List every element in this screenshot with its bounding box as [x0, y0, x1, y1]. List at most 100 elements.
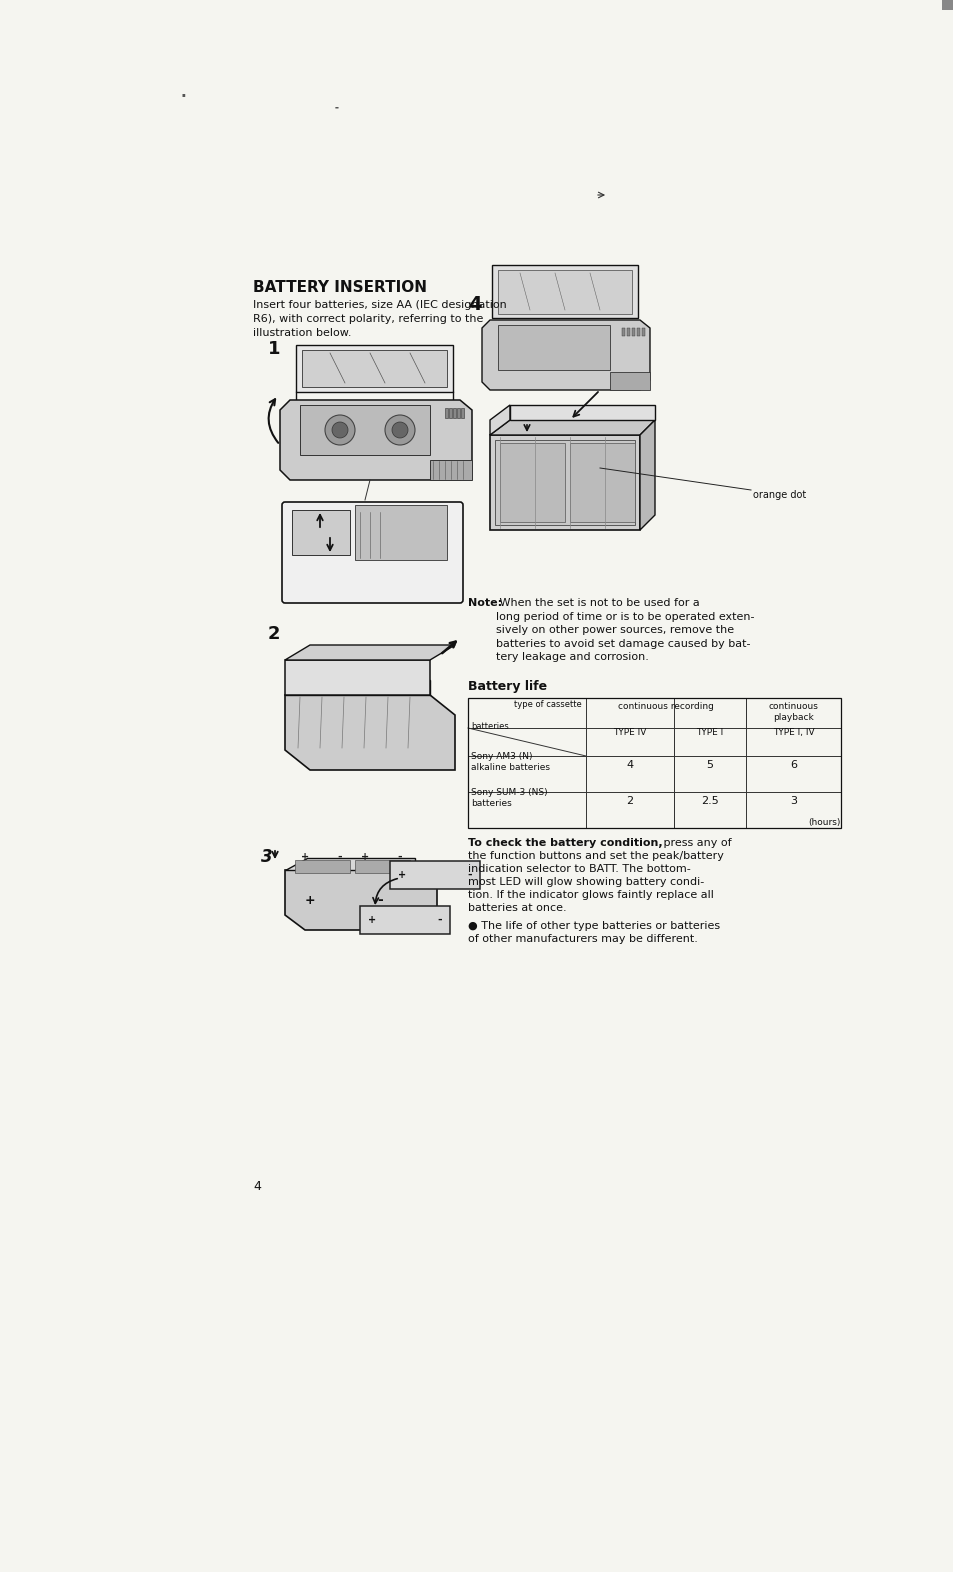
Polygon shape — [637, 329, 639, 336]
Circle shape — [432, 912, 448, 927]
Circle shape — [299, 890, 319, 910]
Polygon shape — [280, 399, 472, 479]
Text: -: - — [376, 893, 382, 907]
Polygon shape — [285, 858, 415, 869]
Circle shape — [364, 912, 379, 927]
Circle shape — [392, 421, 408, 439]
Text: ▬: ▬ — [335, 105, 338, 110]
Text: TYPE I: TYPE I — [696, 728, 723, 737]
Circle shape — [332, 421, 348, 439]
Text: 2.5: 2.5 — [700, 795, 719, 806]
Polygon shape — [285, 645, 455, 660]
Polygon shape — [497, 325, 609, 369]
FancyBboxPatch shape — [282, 501, 462, 604]
Polygon shape — [285, 695, 455, 770]
Circle shape — [561, 333, 587, 360]
Polygon shape — [295, 344, 453, 391]
Text: tion. If the indicator glows faintly replace all: tion. If the indicator glows faintly rep… — [468, 890, 713, 901]
Polygon shape — [481, 321, 649, 390]
Polygon shape — [495, 440, 635, 525]
Text: -: - — [467, 869, 472, 880]
Polygon shape — [302, 351, 447, 387]
Text: batteries at once.: batteries at once. — [468, 902, 566, 913]
Circle shape — [461, 868, 477, 883]
Text: batteries: batteries — [471, 799, 511, 808]
Text: press any of: press any of — [659, 838, 731, 847]
Text: Note:: Note: — [468, 597, 501, 608]
Text: +: + — [300, 852, 309, 861]
Text: the function buttons and set the peak/battery: the function buttons and set the peak/ba… — [468, 850, 723, 861]
Bar — [941, 0, 953, 9]
Circle shape — [394, 868, 410, 883]
Polygon shape — [492, 266, 638, 318]
Circle shape — [370, 890, 390, 910]
Text: To check the battery condition,: To check the battery condition, — [468, 838, 662, 847]
Text: 4: 4 — [253, 1181, 260, 1193]
Polygon shape — [499, 443, 564, 522]
Text: +: + — [368, 915, 375, 924]
Text: TYPE IV: TYPE IV — [613, 728, 646, 737]
Circle shape — [325, 415, 355, 445]
Polygon shape — [456, 409, 459, 418]
Text: batteries: batteries — [471, 722, 508, 731]
Text: indication selector to BATT. The bottom-: indication selector to BATT. The bottom- — [468, 865, 690, 874]
Polygon shape — [355, 860, 410, 872]
Text: 4: 4 — [626, 759, 633, 770]
Polygon shape — [294, 860, 350, 872]
Circle shape — [523, 341, 536, 354]
Text: type of cassette: type of cassette — [514, 700, 581, 709]
Text: Battery life: Battery life — [468, 681, 547, 693]
Polygon shape — [285, 681, 430, 695]
Circle shape — [385, 415, 415, 445]
Polygon shape — [285, 660, 430, 695]
Polygon shape — [285, 869, 436, 931]
Polygon shape — [292, 509, 350, 555]
Text: Sony SUM-3 (NS): Sony SUM-3 (NS) — [471, 788, 547, 797]
Circle shape — [361, 882, 397, 918]
Polygon shape — [621, 329, 624, 336]
Text: 3: 3 — [261, 847, 273, 866]
Text: 5: 5 — [706, 759, 713, 770]
Text: alkaline batteries: alkaline batteries — [471, 762, 550, 772]
Text: -: - — [337, 852, 342, 861]
Text: +: + — [360, 852, 369, 861]
Text: Sony AM3 (N): Sony AM3 (N) — [471, 751, 532, 761]
Polygon shape — [639, 420, 655, 530]
Circle shape — [568, 341, 580, 354]
Text: continuous
playback: continuous playback — [768, 703, 818, 722]
Text: 3: 3 — [789, 795, 796, 806]
Circle shape — [517, 333, 542, 360]
Text: 1: 1 — [268, 340, 280, 358]
Polygon shape — [510, 406, 655, 420]
Polygon shape — [490, 406, 510, 435]
Text: ● The life of other type batteries or batteries
of other manufacturers may be di: ● The life of other type batteries or ba… — [468, 921, 720, 945]
Polygon shape — [490, 435, 639, 530]
Circle shape — [292, 882, 328, 918]
Text: Insert four batteries, size AA (IEC designation: Insert four batteries, size AA (IEC desi… — [253, 300, 506, 310]
Polygon shape — [430, 461, 472, 479]
Text: orange dot: orange dot — [752, 490, 805, 500]
Polygon shape — [453, 409, 456, 418]
Polygon shape — [299, 406, 430, 454]
Text: TYPE I, IV: TYPE I, IV — [772, 728, 814, 737]
Text: 2: 2 — [626, 795, 633, 806]
Polygon shape — [355, 505, 447, 560]
Polygon shape — [449, 409, 452, 418]
Text: (hours): (hours) — [808, 817, 841, 827]
Text: continuous recording: continuous recording — [618, 703, 713, 711]
Polygon shape — [444, 409, 448, 418]
Text: 4: 4 — [468, 296, 481, 314]
Polygon shape — [631, 329, 635, 336]
Polygon shape — [609, 373, 649, 390]
Text: BATTERY INSERTION: BATTERY INSERTION — [253, 280, 427, 296]
Text: When the set is not to be used for a
long period of time or is to be operated ex: When the set is not to be used for a lon… — [496, 597, 754, 662]
Polygon shape — [569, 443, 635, 522]
Text: illustration below.: illustration below. — [253, 329, 351, 338]
Polygon shape — [641, 329, 644, 336]
Text: most LED will glow showing battery condi-: most LED will glow showing battery condi… — [468, 877, 703, 887]
Text: 2: 2 — [268, 626, 280, 643]
Polygon shape — [359, 905, 450, 934]
Text: +: + — [397, 869, 406, 880]
Polygon shape — [490, 420, 655, 435]
Polygon shape — [460, 409, 463, 418]
